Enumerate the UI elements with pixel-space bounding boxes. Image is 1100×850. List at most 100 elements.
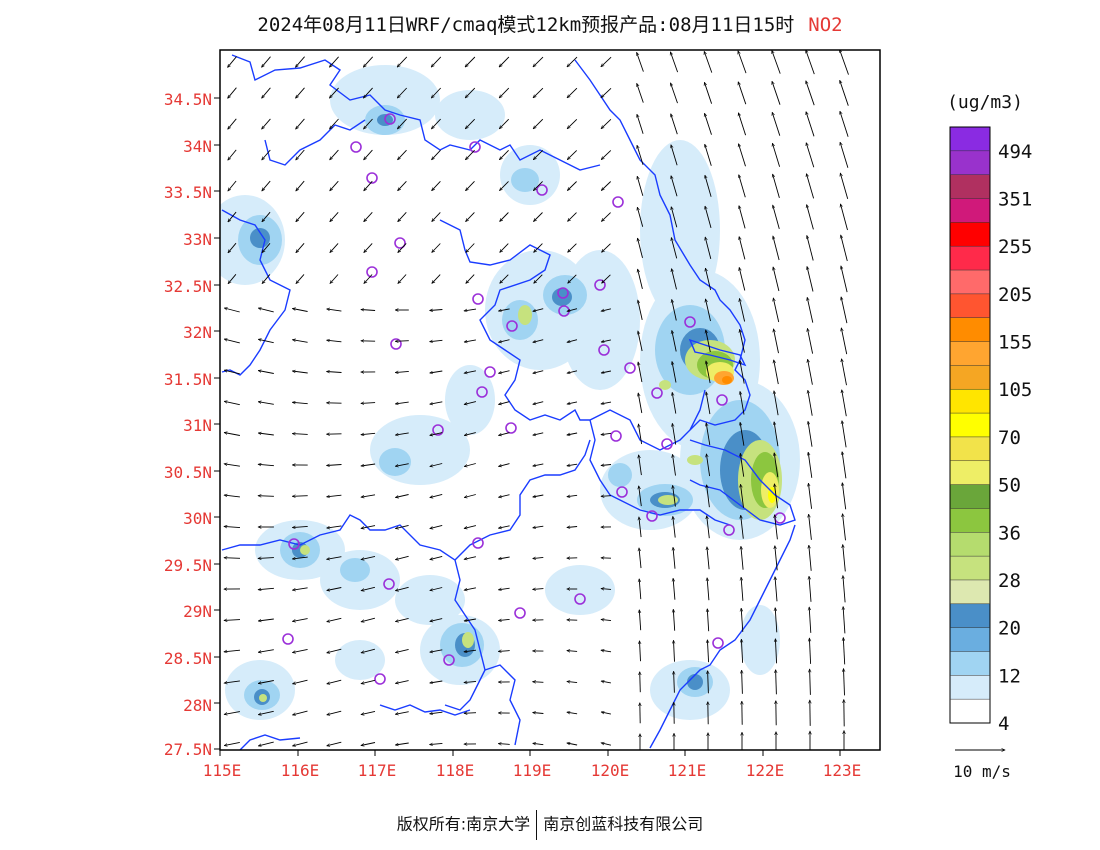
wind-arrow xyxy=(673,516,676,538)
wind-arrow xyxy=(258,741,274,746)
wind-arrow xyxy=(774,391,779,416)
wind-arrow xyxy=(740,329,745,353)
wind-arrow xyxy=(395,371,409,372)
wind-arrow xyxy=(330,180,339,191)
wind-arrow xyxy=(809,545,812,571)
wind-arrow xyxy=(640,641,641,662)
wind-arrow xyxy=(464,681,477,682)
wind-arrow xyxy=(704,51,713,73)
wind-arrow xyxy=(464,650,477,652)
wind-arrow xyxy=(533,463,544,466)
wind-arrow xyxy=(741,639,742,663)
lon-label: 119E xyxy=(513,761,552,780)
wind-arrow xyxy=(672,300,677,321)
wind-arrow xyxy=(228,242,237,253)
wind-arrow xyxy=(327,309,342,312)
wind-arrow xyxy=(740,391,745,415)
wind-arrow xyxy=(499,463,510,467)
wind-arrow xyxy=(464,401,477,405)
wind-arrow xyxy=(397,118,407,129)
wind-arrow xyxy=(430,555,443,559)
wind-arrow xyxy=(395,341,409,342)
wind-arrow xyxy=(773,267,780,292)
colorbar-label: 20 xyxy=(998,618,1021,640)
wind-arrow xyxy=(840,50,849,75)
lon-label: 121E xyxy=(668,761,707,780)
colorbar-swatch xyxy=(950,579,990,605)
wind-arrow xyxy=(431,87,442,98)
wind-arrow xyxy=(706,361,711,384)
wind-arrow xyxy=(499,370,510,374)
wind-arrow xyxy=(533,181,543,190)
wind-arrow xyxy=(361,586,376,590)
wind-arrow xyxy=(465,87,476,98)
wind-arrow xyxy=(534,212,543,222)
colorbar-swatch xyxy=(950,246,990,271)
colorbar-label: 50 xyxy=(998,475,1021,497)
wind-arrow xyxy=(567,432,578,435)
wind-arrow xyxy=(224,526,241,527)
wind-arrow xyxy=(567,401,578,404)
wind-arrow xyxy=(327,648,342,653)
wind-arrow xyxy=(395,586,409,590)
wind-arrow xyxy=(464,494,476,498)
wind-arrow xyxy=(464,556,476,560)
wind-arrow xyxy=(533,118,544,129)
colorbar-labels: 494 351 255 205 155 105 70 50 36 28 20 12 4 xyxy=(998,141,1032,735)
wind-arrow xyxy=(840,80,849,106)
copyright-left: 版权所有:南京大学 xyxy=(396,814,531,834)
wind-arrow xyxy=(430,370,443,373)
colorbar-label: 155 xyxy=(998,332,1032,354)
lon-label: 120E xyxy=(591,761,630,780)
wind-arrow xyxy=(430,432,443,436)
wind-arrow xyxy=(809,638,810,664)
wind-arrow xyxy=(295,56,305,68)
wind-arrow xyxy=(533,526,544,528)
wind-arrow xyxy=(772,81,781,105)
wind-arrow xyxy=(395,711,409,715)
wind-arrow xyxy=(672,362,677,383)
wind-arrow xyxy=(639,486,642,507)
wind-arrow xyxy=(499,149,509,159)
wind-arrow xyxy=(533,401,544,405)
colorbar-swatch xyxy=(950,389,990,414)
wind-arrow xyxy=(292,371,308,374)
lat-label: 29.5N xyxy=(164,556,212,575)
wind-arrow xyxy=(601,681,611,684)
wind-arrow xyxy=(843,576,846,603)
wind-arrow xyxy=(262,56,271,68)
wind-arrow xyxy=(739,237,746,260)
wind-arrow xyxy=(258,464,274,465)
wind-arrow xyxy=(499,87,510,98)
wind-arrow xyxy=(707,609,708,632)
wind-arrow xyxy=(601,401,612,404)
wind-arrow xyxy=(430,587,443,591)
wind-arrow xyxy=(533,494,544,497)
wind-arrow xyxy=(705,268,712,291)
wind-arrow xyxy=(842,421,847,448)
wind-arrow xyxy=(499,56,510,67)
wind-arrow xyxy=(672,331,677,352)
wind-arrow xyxy=(601,212,611,222)
wind-arrow xyxy=(568,212,577,222)
wind-arrow xyxy=(808,452,813,478)
wind-arrow xyxy=(430,743,443,744)
wind-arrow xyxy=(330,274,339,284)
wind-arrow xyxy=(601,118,612,128)
wind-arrow xyxy=(533,682,544,683)
wind-arrow xyxy=(296,274,305,283)
wind-arrow xyxy=(533,589,544,590)
wind-arrow xyxy=(432,149,441,160)
wind-arrow xyxy=(224,339,240,344)
wind-arrow xyxy=(601,465,612,466)
wind-arrow xyxy=(327,525,342,528)
wind-arrow xyxy=(292,587,308,590)
wind-arrow xyxy=(395,617,409,621)
wind-arrow xyxy=(741,546,744,570)
wind-arrow xyxy=(361,617,376,622)
wind-arrow xyxy=(639,455,642,476)
wind-arrow xyxy=(224,711,240,715)
copyright-right: 南京创蓝科技有限公司 xyxy=(543,814,704,834)
wind-arrow xyxy=(672,423,677,445)
wind-arrow xyxy=(500,243,509,253)
